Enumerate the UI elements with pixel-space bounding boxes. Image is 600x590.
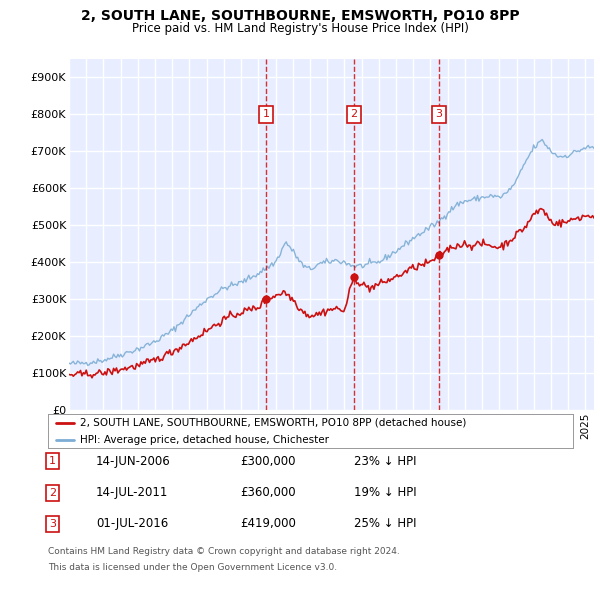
Text: This data is licensed under the Open Government Licence v3.0.: This data is licensed under the Open Gov… (48, 563, 337, 572)
Text: Price paid vs. HM Land Registry's House Price Index (HPI): Price paid vs. HM Land Registry's House … (131, 22, 469, 35)
Text: £300,000: £300,000 (240, 455, 296, 468)
Text: 1: 1 (49, 457, 56, 466)
Text: 2, SOUTH LANE, SOUTHBOURNE, EMSWORTH, PO10 8PP: 2, SOUTH LANE, SOUTHBOURNE, EMSWORTH, PO… (80, 9, 520, 23)
Text: 2: 2 (49, 488, 56, 497)
Text: 14-JUL-2011: 14-JUL-2011 (96, 486, 169, 499)
Text: 3: 3 (49, 519, 56, 529)
Text: Contains HM Land Registry data © Crown copyright and database right 2024.: Contains HM Land Registry data © Crown c… (48, 547, 400, 556)
Text: 19% ↓ HPI: 19% ↓ HPI (354, 486, 416, 499)
Text: 1: 1 (263, 109, 269, 119)
Text: HPI: Average price, detached house, Chichester: HPI: Average price, detached house, Chic… (79, 435, 329, 445)
Text: £419,000: £419,000 (240, 517, 296, 530)
Text: 23% ↓ HPI: 23% ↓ HPI (354, 455, 416, 468)
Text: £360,000: £360,000 (240, 486, 296, 499)
Text: 2: 2 (350, 109, 357, 119)
Text: 01-JUL-2016: 01-JUL-2016 (96, 517, 168, 530)
Text: 14-JUN-2006: 14-JUN-2006 (96, 455, 171, 468)
Text: 25% ↓ HPI: 25% ↓ HPI (354, 517, 416, 530)
Text: 3: 3 (436, 109, 443, 119)
Text: 2, SOUTH LANE, SOUTHBOURNE, EMSWORTH, PO10 8PP (detached house): 2, SOUTH LANE, SOUTHBOURNE, EMSWORTH, PO… (79, 418, 466, 428)
